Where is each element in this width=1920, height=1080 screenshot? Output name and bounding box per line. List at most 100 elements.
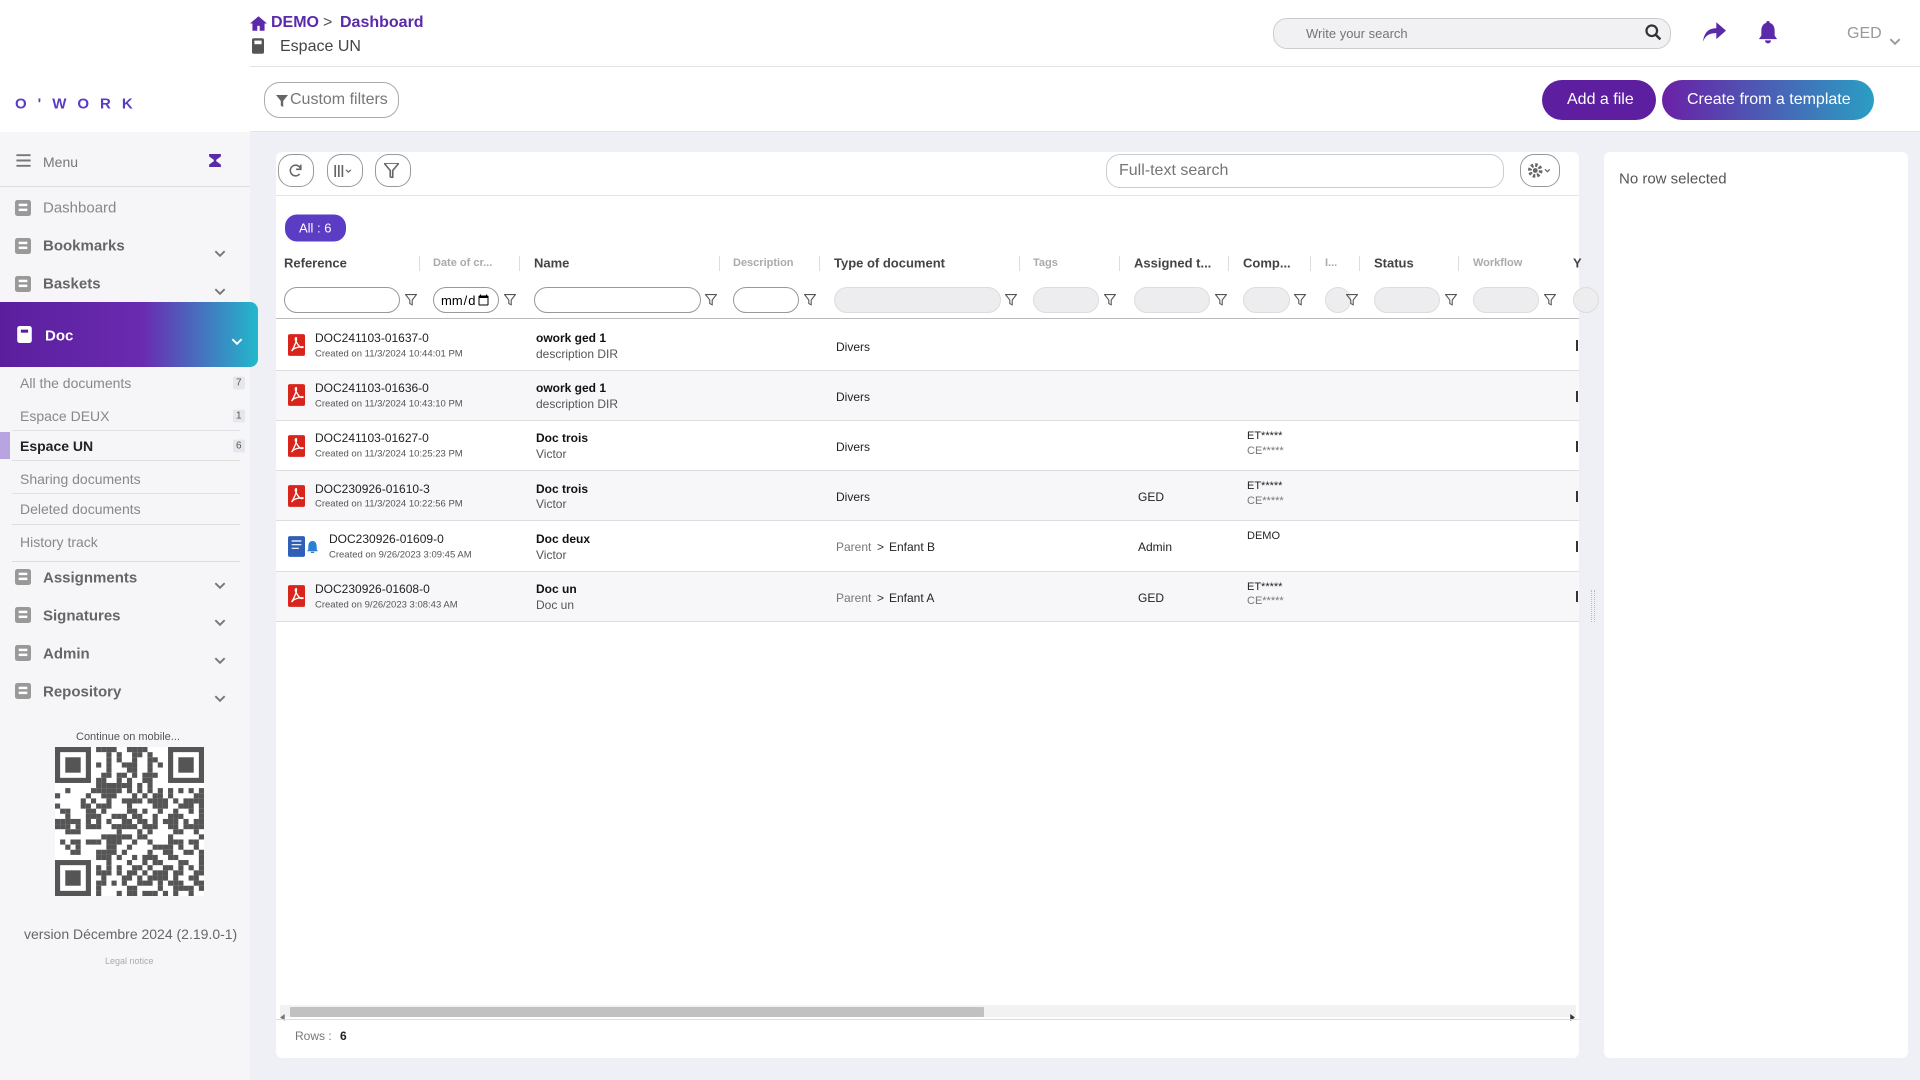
menu-item[interactable] bbox=[0, 267, 250, 301]
reference[interactable]: DOC230926-01608-0 bbox=[315, 582, 430, 596]
document-name[interactable]: Doc trois bbox=[536, 482, 589, 496]
column-header[interactable]: Description bbox=[733, 257, 794, 269]
column-header[interactable]: Type of document bbox=[834, 255, 945, 271]
submenu-item[interactable]: Deleted documents bbox=[20, 501, 141, 517]
menu-item[interactable] bbox=[0, 229, 250, 263]
menu-item[interactable] bbox=[0, 637, 250, 671]
settings-button[interactable] bbox=[1520, 154, 1560, 187]
document-name[interactable]: Doc trois bbox=[536, 431, 589, 445]
column-header[interactable]: Workflow bbox=[1473, 257, 1523, 269]
column-filter[interactable] bbox=[733, 287, 799, 313]
legal-notice[interactable]: Legal notice bbox=[105, 956, 154, 966]
menu-item-label[interactable]: Baskets bbox=[43, 275, 101, 293]
grid-row[interactable] bbox=[276, 572, 1579, 622]
custom-filters-label[interactable]: Custom filters bbox=[290, 91, 388, 108]
submenu-item[interactable]: Espace DEUX bbox=[20, 408, 110, 424]
column-filter[interactable] bbox=[1573, 287, 1599, 313]
create-template-button[interactable] bbox=[1662, 80, 1874, 120]
column-header[interactable]: Name bbox=[534, 255, 570, 271]
refresh-button[interactable] bbox=[278, 154, 314, 187]
pdf-icon-glyph bbox=[288, 334, 305, 356]
search-icon-glyph bbox=[1645, 24, 1662, 41]
menu-item[interactable] bbox=[0, 675, 250, 709]
user-menu[interactable]: GED bbox=[1847, 25, 1882, 42]
notification-icon[interactable] bbox=[1758, 21, 1778, 44]
column-filter[interactable] bbox=[1134, 287, 1210, 313]
menu-item-label[interactable]: Signatures bbox=[43, 607, 121, 625]
scrollbar-thumb[interactable] bbox=[290, 1007, 984, 1017]
reference[interactable]: DOC230926-01609-0 bbox=[329, 532, 444, 546]
column-filter[interactable] bbox=[1325, 287, 1351, 313]
menu-item[interactable] bbox=[0, 191, 250, 225]
created-date: Created on 9/26/2023 3:09:45 AM bbox=[329, 549, 472, 561]
column-resizer bbox=[719, 256, 720, 271]
menu-item-label[interactable]: Admin bbox=[43, 645, 90, 663]
reference[interactable]: DOC241103-01627-0 bbox=[315, 431, 429, 445]
grid-row[interactable] bbox=[276, 371, 1579, 421]
document-name[interactable]: Doc deux bbox=[536, 532, 591, 546]
column-filter[interactable] bbox=[534, 287, 701, 313]
company: ET***** bbox=[1247, 581, 1283, 593]
menu-item-label[interactable]: Dashboard bbox=[43, 199, 117, 217]
menu-item-label[interactable]: Assignments bbox=[43, 569, 138, 587]
column-header[interactable]: Reference bbox=[284, 255, 347, 271]
created-date: Created on 9/26/2023 3:08:43 AM bbox=[315, 599, 458, 611]
column-filter[interactable] bbox=[433, 287, 499, 313]
column-header[interactable]: Comp... bbox=[1243, 255, 1291, 271]
column-filter[interactable] bbox=[1033, 287, 1099, 313]
filter-icon bbox=[404, 293, 418, 306]
alert-icon bbox=[307, 540, 318, 554]
global-search[interactable] bbox=[1273, 18, 1671, 49]
column-header[interactable]: I... bbox=[1325, 257, 1338, 269]
column-header[interactable]: Date of cr... bbox=[433, 257, 493, 269]
column-header[interactable]: Y bbox=[1573, 255, 1582, 271]
menu-item[interactable] bbox=[0, 599, 250, 633]
reference[interactable]: DOC230926-01610-3 bbox=[315, 482, 430, 496]
column-filter[interactable] bbox=[834, 287, 1001, 313]
custom-filters-button[interactable] bbox=[264, 82, 399, 118]
submenu-item[interactable]: Sharing documents bbox=[20, 471, 141, 487]
column-filter[interactable] bbox=[1243, 287, 1290, 313]
grid-row[interactable] bbox=[276, 522, 1579, 572]
menu-item-label[interactable]: Repository bbox=[43, 683, 122, 701]
active-menu-item[interactable] bbox=[0, 302, 258, 367]
document-description: Victor bbox=[536, 497, 567, 511]
rows-label: Rows : bbox=[295, 1029, 332, 1043]
grid-row[interactable] bbox=[276, 471, 1579, 521]
grid-row[interactable] bbox=[276, 321, 1579, 371]
share-icon[interactable] bbox=[1703, 22, 1726, 43]
breadcrumb-root[interactable]: DEMO bbox=[271, 14, 319, 31]
create-template-label[interactable]: Create from a template bbox=[1687, 91, 1851, 108]
submenu-item[interactable]: Espace UN bbox=[20, 438, 94, 454]
submenu-item[interactable]: All the documents bbox=[20, 375, 132, 391]
pin-icon[interactable] bbox=[209, 154, 221, 167]
reference[interactable]: DOC241103-01636-0 bbox=[315, 381, 429, 395]
column-filter[interactable] bbox=[1374, 287, 1440, 313]
document-name[interactable]: owork ged 1 bbox=[536, 381, 607, 395]
filter-icon bbox=[1293, 293, 1307, 306]
column-header[interactable]: Status bbox=[1374, 255, 1414, 271]
all-count-badge[interactable]: All : 6 bbox=[285, 214, 346, 242]
chevron-glyph bbox=[214, 582, 226, 590]
active-menu-label[interactable]: Doc bbox=[45, 327, 74, 345]
qr-pattern bbox=[54, 747, 204, 896]
columns-button[interactable] bbox=[327, 154, 363, 187]
truncated-cell bbox=[1576, 441, 1578, 452]
breadcrumb-current[interactable]: Dashboard bbox=[340, 14, 424, 31]
fulltext-search[interactable] bbox=[1106, 154, 1504, 188]
filter-toggle-button[interactable] bbox=[375, 154, 411, 187]
column-header[interactable]: Tags bbox=[1033, 257, 1058, 269]
document-name[interactable]: Doc un bbox=[536, 582, 577, 596]
add-file-label[interactable]: Add a file bbox=[1567, 91, 1634, 108]
reference[interactable]: DOC241103-01637-0 bbox=[315, 331, 429, 345]
submenu-item[interactable]: History track bbox=[20, 534, 98, 550]
menu-item-label[interactable]: Bookmarks bbox=[43, 237, 125, 255]
add-file-button[interactable] bbox=[1542, 80, 1656, 120]
column-filter[interactable] bbox=[1473, 287, 1539, 313]
document-name[interactable]: owork ged 1 bbox=[536, 331, 607, 345]
column-filter[interactable] bbox=[284, 287, 400, 313]
grid-row[interactable] bbox=[276, 421, 1579, 471]
chevron-glyph bbox=[1889, 38, 1901, 46]
column-header[interactable]: Assigned t... bbox=[1134, 255, 1212, 271]
panel-splitter[interactable] bbox=[1591, 590, 1595, 622]
